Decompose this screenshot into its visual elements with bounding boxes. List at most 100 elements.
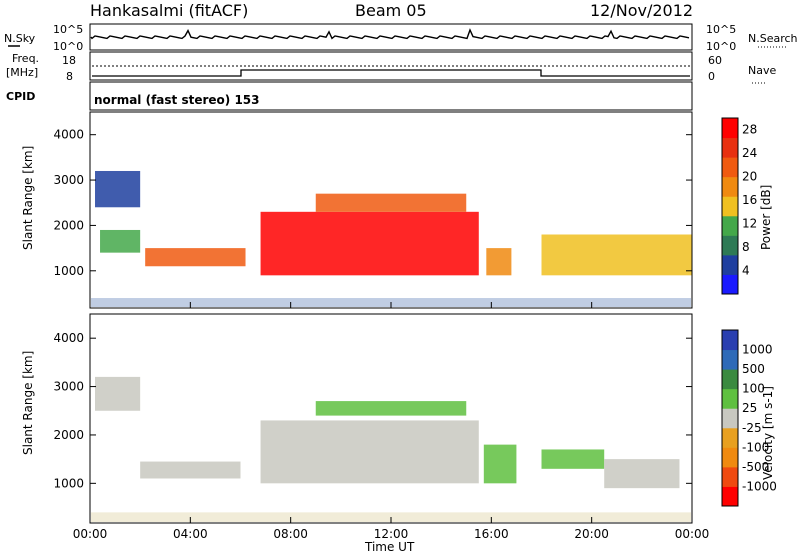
power-colorbar: 4 8 12 16 20 24 28 bbox=[721, 117, 757, 295]
y-tick-label: 2000 bbox=[53, 428, 84, 442]
colorbar-tick-label: 24 bbox=[742, 146, 757, 160]
cpid-panel bbox=[89, 81, 693, 111]
y-tick-label: 3000 bbox=[53, 173, 84, 187]
scatter-region bbox=[95, 376, 141, 411]
nave-tick-bottom: 0 bbox=[708, 70, 715, 83]
x-ticks: 00:00 04:00 08:00 12:00 16:00 20:00 00:00 bbox=[73, 302, 710, 541]
nave-label: Nave bbox=[748, 64, 776, 77]
freq-panel bbox=[89, 51, 693, 81]
colorbar-swatch bbox=[722, 157, 738, 178]
colorbar-swatch bbox=[722, 235, 738, 256]
scatter-region bbox=[541, 449, 605, 469]
nave-step-line bbox=[92, 69, 690, 77]
scatter-region bbox=[260, 211, 479, 276]
y-tick-label: 1000 bbox=[53, 264, 84, 278]
nsky-label: N.Sky bbox=[4, 32, 36, 45]
freq-tick-bottom: 8 bbox=[66, 70, 73, 83]
cpid-text: normal (fast stereo) 153 bbox=[94, 93, 260, 107]
freq-unit-label: [MHz] bbox=[6, 66, 38, 79]
colorbar-swatch bbox=[722, 274, 738, 295]
colorbar-swatch bbox=[722, 176, 738, 197]
velocity-colorbar: 1000 500 100 25 -25 -100 -500 -1000 bbox=[721, 329, 777, 507]
colorbar-tick-label: -25 bbox=[742, 421, 762, 435]
x-tick-label: 12:00 bbox=[374, 527, 409, 541]
colorbar-tick-label: 500 bbox=[742, 362, 765, 376]
colorbar-swatch bbox=[722, 388, 738, 409]
colorbar-swatch bbox=[722, 118, 738, 139]
scatter-region bbox=[315, 401, 467, 416]
colorbar-tick-label: 1000 bbox=[742, 343, 773, 357]
scatter-region bbox=[100, 229, 141, 253]
noise-trace-line bbox=[90, 28, 690, 40]
x-tick-label: 08:00 bbox=[273, 527, 308, 541]
colorbar-tick-label: 16 bbox=[742, 193, 757, 207]
noise-trace bbox=[90, 28, 690, 40]
cpid-label: CPID bbox=[6, 90, 35, 103]
colorbar-swatch bbox=[722, 466, 738, 487]
colorbar-swatch bbox=[722, 215, 738, 236]
colorbar-swatch bbox=[722, 254, 738, 275]
colorbar-tick-label: -1000 bbox=[742, 479, 777, 493]
scatter-region bbox=[483, 444, 517, 484]
colorbar-tick-label: 12 bbox=[742, 217, 757, 231]
y-tick-label: 2000 bbox=[53, 218, 84, 232]
colorbar-tick-label: 4 bbox=[742, 264, 750, 278]
scatter-region bbox=[541, 234, 692, 276]
freq-tick-top: 18 bbox=[62, 54, 76, 67]
date-title: 12/Nov/2012 bbox=[590, 1, 693, 20]
velocity-y-ticks: 1000 2000 3000 4000 bbox=[53, 331, 692, 490]
scatter-region bbox=[95, 170, 141, 208]
colorbar-swatch bbox=[722, 408, 738, 429]
scatter-region bbox=[140, 461, 241, 479]
colorbar-swatch bbox=[722, 369, 738, 390]
beam-title: Beam 05 bbox=[355, 1, 427, 20]
scatter-region bbox=[260, 420, 479, 484]
colorbar-tick-label: 20 bbox=[742, 170, 757, 184]
freq-label: Freq. bbox=[12, 52, 39, 65]
velocity-plot bbox=[91, 376, 691, 522]
colorbar-tick-label: -100 bbox=[742, 440, 769, 454]
nsearch-label: N.Search bbox=[748, 32, 798, 45]
y-tick-label: 3000 bbox=[53, 380, 84, 394]
x-tick-label: 04:00 bbox=[173, 527, 208, 541]
colorbar-tick-label: 28 bbox=[742, 123, 757, 137]
velocity-colorbar-label: Velocity [m s-1] bbox=[761, 386, 775, 480]
x-tick-label: 00:00 bbox=[675, 527, 710, 541]
colorbar-swatch bbox=[722, 196, 738, 217]
noise-tick-top: 10^5 bbox=[53, 23, 83, 36]
noise-panel bbox=[89, 23, 693, 51]
scatter-region bbox=[145, 248, 246, 267]
colorbar-swatch bbox=[722, 330, 738, 351]
x-axis-label: Time UT bbox=[364, 540, 415, 554]
power-y-ticks: 1000 2000 3000 4000 bbox=[53, 128, 692, 278]
scatter-region bbox=[604, 459, 680, 489]
scatter-region bbox=[486, 248, 512, 276]
nave-tick-top: 60 bbox=[708, 54, 722, 67]
colorbar-swatch bbox=[722, 427, 738, 448]
colorbar-frame bbox=[721, 117, 739, 295]
colorbar-tick-label: 8 bbox=[742, 240, 750, 254]
scatter-region bbox=[315, 193, 467, 212]
colorbar-tick-label: 25 bbox=[742, 401, 757, 415]
colorbar-tick-label: -500 bbox=[742, 460, 769, 474]
noise-tick-bottom: 10^0 bbox=[53, 40, 83, 53]
colorbar-swatch bbox=[722, 349, 738, 370]
power-plot bbox=[91, 170, 692, 307]
velocity-ylabel: Slant Range [km] bbox=[21, 351, 35, 455]
noise-tick-bottom-right: 10^0 bbox=[706, 40, 736, 53]
colorbar-tick-label: 100 bbox=[742, 382, 765, 396]
y-tick-label: 4000 bbox=[53, 331, 84, 345]
y-tick-label: 4000 bbox=[53, 128, 84, 142]
power-ylabel: Slant Range [km] bbox=[21, 146, 35, 250]
y-tick-label: 1000 bbox=[53, 476, 84, 490]
colorbar-swatch bbox=[722, 137, 738, 158]
colorbar-swatch bbox=[722, 447, 738, 468]
x-tick-label: 16:00 bbox=[474, 527, 509, 541]
x-tick-label: 20:00 bbox=[574, 527, 609, 541]
power-colorbar-label: Power [dB] bbox=[759, 185, 773, 250]
colorbar-swatch bbox=[722, 486, 738, 507]
colorbar-frame bbox=[721, 329, 739, 507]
velocity-panel-frame bbox=[89, 313, 693, 524]
station-title: Hankasalmi (fitACF) bbox=[90, 1, 248, 20]
